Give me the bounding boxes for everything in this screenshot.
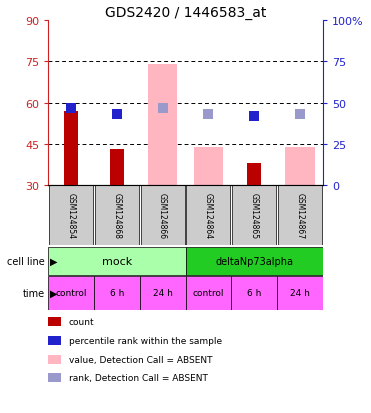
Text: value, Detection Call = ABSENT: value, Detection Call = ABSENT: [69, 355, 212, 364]
Text: cell line: cell line: [7, 256, 45, 266]
Bar: [231, 277, 277, 310]
Text: GSM124865: GSM124865: [250, 193, 259, 239]
Point: [206, 111, 211, 118]
Point: [114, 111, 120, 118]
Text: count: count: [69, 318, 94, 327]
Text: deltaNp73alpha: deltaNp73alpha: [215, 256, 293, 266]
Text: 6 h: 6 h: [110, 289, 124, 298]
Bar: [186, 247, 323, 275]
Bar: [285, 147, 315, 186]
Text: control: control: [193, 289, 224, 298]
Text: 6 h: 6 h: [247, 289, 261, 298]
Point: [251, 114, 257, 120]
Text: GSM124854: GSM124854: [67, 193, 76, 239]
Text: percentile rank within the sample: percentile rank within the sample: [69, 336, 222, 345]
Bar: [186, 277, 231, 310]
Text: 24 h: 24 h: [153, 289, 173, 298]
Bar: [48, 277, 94, 310]
Bar: [232, 186, 276, 246]
Bar: [64, 112, 78, 186]
Text: rank, Detection Call = ABSENT: rank, Detection Call = ABSENT: [69, 373, 207, 382]
Text: time: time: [22, 288, 45, 298]
Point: [68, 105, 74, 112]
Bar: [278, 186, 322, 246]
Point: [297, 111, 303, 118]
Text: ▶: ▶: [50, 256, 58, 266]
Bar: [94, 277, 140, 310]
Text: GSM124866: GSM124866: [158, 193, 167, 239]
Bar: [247, 164, 261, 186]
Bar: [49, 186, 93, 246]
Text: GSM124868: GSM124868: [112, 193, 121, 239]
Bar: [95, 186, 139, 246]
Text: GSM124864: GSM124864: [204, 193, 213, 239]
Text: ▶: ▶: [50, 288, 58, 298]
Text: mock: mock: [102, 256, 132, 266]
Bar: [48, 247, 186, 275]
Bar: [277, 277, 323, 310]
Bar: [148, 65, 177, 186]
Text: GSM124867: GSM124867: [295, 193, 304, 239]
Text: control: control: [55, 289, 87, 298]
Title: GDS2420 / 1446583_at: GDS2420 / 1446583_at: [105, 6, 266, 20]
Text: 24 h: 24 h: [290, 289, 310, 298]
Bar: [186, 186, 230, 246]
Bar: [141, 186, 185, 246]
Bar: [194, 147, 223, 186]
Bar: [110, 150, 124, 186]
Bar: [140, 277, 186, 310]
Point: [160, 105, 165, 112]
